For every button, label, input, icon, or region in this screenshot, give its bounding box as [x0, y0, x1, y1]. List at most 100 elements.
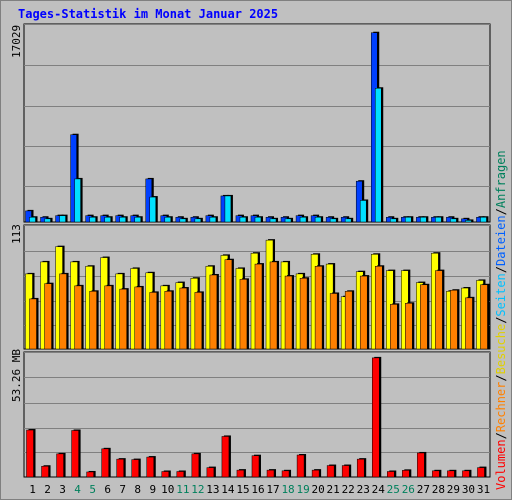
volumen-bar	[236, 469, 245, 478]
dateien-bar	[134, 216, 141, 223]
legend-separator: /	[494, 316, 508, 324]
dateien-bar	[29, 216, 36, 223]
besuche-axis-max-label: 113	[10, 224, 23, 244]
day-label-27: 27	[417, 483, 430, 496]
rechner-bar	[239, 279, 248, 350]
dateien-bar	[149, 196, 157, 223]
day-label-3: 3	[59, 483, 66, 496]
volumen-bar	[221, 436, 230, 478]
volumen-bar	[251, 455, 260, 478]
legend-separator: /	[494, 374, 508, 382]
legend-volumen: Volumen	[494, 439, 508, 490]
volumen-bar	[161, 471, 170, 478]
dateien-bar	[374, 88, 382, 223]
volumen-axis-max-label: 53.26 MB	[10, 349, 23, 402]
day-label-15: 15	[236, 483, 249, 496]
day-label-7: 7	[119, 483, 126, 496]
anfragen-axis-max-label: 17029	[10, 24, 23, 58]
legend-dateien: Dateien	[494, 215, 508, 266]
dateien-bar	[420, 216, 427, 223]
volumen-bar	[206, 467, 215, 478]
rechner-bar	[284, 275, 293, 350]
day-label-29: 29	[447, 483, 460, 496]
legend-anfragen: Anfragen	[494, 150, 508, 209]
volumen-bar	[71, 430, 79, 478]
volumen-bar	[191, 453, 200, 478]
day-label-22: 22	[342, 483, 355, 496]
rechner-bar	[359, 275, 368, 350]
rechner-bar	[344, 291, 353, 350]
rechner-bar	[119, 288, 127, 350]
dateien-bar	[254, 216, 262, 223]
dateien-bar	[435, 216, 442, 223]
dateien-bar	[224, 195, 232, 223]
dateien-bar	[390, 218, 397, 223]
volumen-bar	[432, 470, 440, 478]
volumen-bar	[116, 458, 124, 478]
volumen-bar	[296, 454, 305, 478]
day-label-12: 12	[191, 483, 204, 496]
dateien-bar	[269, 218, 277, 223]
dateien-bar	[359, 200, 367, 223]
dateien-bar	[314, 216, 322, 223]
day-label-24: 24	[372, 483, 386, 496]
dateien-bar	[89, 216, 96, 223]
rechner-bar	[164, 291, 173, 350]
day-label-19: 19	[296, 483, 309, 496]
dateien-bar	[179, 218, 187, 223]
chart-title: Tages-Statistik im Monat Januar 2025	[18, 7, 279, 21]
day-label-13: 13	[206, 483, 219, 496]
rechner-bar	[74, 285, 82, 350]
rechner-bar	[329, 293, 338, 350]
dateien-bar	[405, 216, 412, 223]
rechner-bar	[224, 259, 233, 350]
volumen-bar	[86, 471, 94, 478]
rechner-bar	[104, 285, 112, 350]
legend-rechner: Rechner	[494, 381, 508, 433]
rechner-bar	[149, 292, 158, 350]
rechner-bar	[390, 304, 398, 350]
rechner-bar	[194, 292, 203, 350]
volumen-bar	[402, 470, 410, 478]
rechner-bar	[59, 273, 67, 350]
day-label-10: 10	[161, 483, 174, 496]
rechner-bar	[299, 277, 308, 350]
panel-1-frame	[23, 23, 491, 223]
day-label-18: 18	[281, 483, 294, 496]
volumen-bar	[447, 470, 455, 478]
day-label-23: 23	[357, 483, 370, 496]
dateien-bar	[74, 178, 81, 223]
rechner-bar	[179, 287, 188, 350]
rechner-bar	[209, 274, 218, 350]
dateien-bar	[284, 218, 292, 223]
legend-seiten: Seiten	[494, 273, 508, 317]
rechner-bar	[29, 298, 37, 350]
day-label-14: 14	[221, 483, 235, 496]
rechner-bar	[405, 303, 413, 350]
day-label-8: 8	[134, 483, 141, 496]
volumen-bar	[101, 448, 109, 478]
volumen-bar	[56, 453, 64, 478]
volumen-bar	[311, 469, 320, 478]
dateien-bar	[344, 218, 352, 223]
dateien-bar	[480, 216, 487, 223]
day-label-21: 21	[327, 483, 340, 496]
dateien-bar	[450, 218, 457, 223]
volumen-bar	[326, 465, 335, 478]
volumen-bar	[477, 467, 485, 478]
day-label-16: 16	[251, 483, 264, 496]
rechner-bar	[374, 266, 383, 350]
dateien-bar	[465, 220, 472, 223]
day-label-26: 26	[402, 483, 415, 496]
volumen-bar	[176, 471, 185, 478]
dateien-bar	[104, 216, 111, 223]
rechner-bar	[435, 270, 443, 350]
dateien-bar	[44, 218, 51, 223]
volumen-bar	[387, 471, 395, 478]
day-label-20: 20	[312, 483, 325, 496]
day-label-30: 30	[462, 483, 475, 496]
rechner-bar	[44, 283, 52, 350]
rechner-bar	[134, 286, 142, 350]
